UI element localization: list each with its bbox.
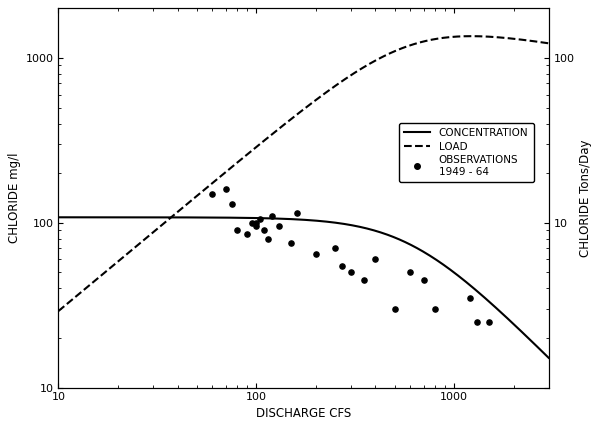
Point bbox=[330, 245, 340, 252]
Point bbox=[256, 216, 265, 223]
Point bbox=[267, 213, 277, 220]
Point bbox=[286, 240, 296, 247]
Point bbox=[227, 201, 236, 208]
Y-axis label: CHLORIDE Tons/Day: CHLORIDE Tons/Day bbox=[578, 139, 592, 257]
Point bbox=[484, 318, 494, 325]
Point bbox=[359, 276, 369, 283]
Point bbox=[430, 306, 440, 312]
Point bbox=[232, 227, 242, 234]
Point bbox=[263, 235, 273, 242]
Point bbox=[247, 220, 257, 226]
Point bbox=[346, 269, 356, 276]
Point bbox=[406, 269, 415, 276]
Point bbox=[465, 294, 475, 301]
Point bbox=[251, 220, 261, 226]
Point bbox=[274, 223, 284, 230]
X-axis label: DISCHARGE CFS: DISCHARGE CFS bbox=[256, 407, 351, 420]
Point bbox=[242, 231, 252, 238]
Legend: CONCENTRATION, LOAD, OBSERVATIONS
1949 - 64: CONCENTRATION, LOAD, OBSERVATIONS 1949 -… bbox=[399, 123, 533, 182]
Point bbox=[251, 223, 261, 230]
Point bbox=[311, 250, 320, 257]
Point bbox=[260, 227, 269, 234]
Point bbox=[390, 306, 400, 312]
Point bbox=[371, 256, 380, 263]
Point bbox=[221, 186, 230, 193]
Point bbox=[419, 276, 428, 283]
Y-axis label: CHLORIDE mg/l: CHLORIDE mg/l bbox=[8, 153, 22, 243]
Point bbox=[472, 318, 482, 325]
Point bbox=[208, 190, 217, 197]
Point bbox=[337, 262, 346, 269]
Point bbox=[292, 209, 301, 216]
